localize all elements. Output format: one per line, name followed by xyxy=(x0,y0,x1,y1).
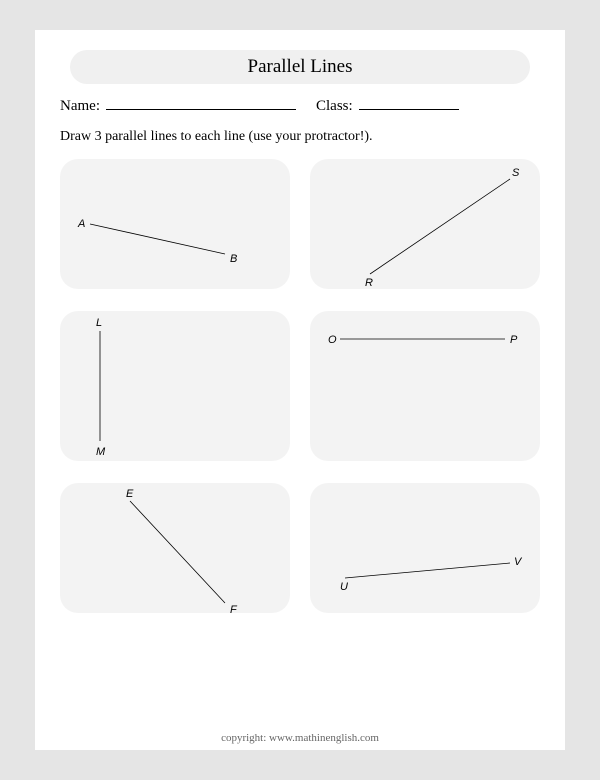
problem-panel: U V xyxy=(310,483,540,613)
problem-grid: A B R S L M O P E F U V xyxy=(60,159,540,613)
point-label: B xyxy=(230,253,237,265)
point-label: F xyxy=(230,604,238,616)
problem-panel: R S xyxy=(310,159,540,289)
name-field: Name: xyxy=(60,96,296,115)
line-figure: E F xyxy=(60,483,290,613)
point-label: U xyxy=(340,581,348,593)
problem-panel: L M xyxy=(60,311,290,461)
copyright-footer: copyright: www.mathinenglish.com xyxy=(35,732,565,744)
line-figure: R S xyxy=(310,159,540,289)
point-label: M xyxy=(96,446,106,458)
header-row: Name: Class: xyxy=(60,96,540,115)
worksheet-title: Parallel Lines xyxy=(248,56,353,78)
point-label: R xyxy=(365,277,373,289)
name-label: Name: xyxy=(60,98,100,115)
problem-panel: A B xyxy=(60,159,290,289)
problem-panel: E F xyxy=(60,483,290,613)
point-label: E xyxy=(126,488,134,500)
class-label: Class: xyxy=(316,98,353,115)
name-blank[interactable] xyxy=(106,96,296,110)
point-label: P xyxy=(510,334,518,346)
line-figure: O P xyxy=(310,311,540,461)
point-label: A xyxy=(77,218,85,230)
class-blank[interactable] xyxy=(359,96,459,110)
line-figure: A B xyxy=(60,159,290,289)
title-bar: Parallel Lines xyxy=(70,50,530,84)
point-label: S xyxy=(512,167,520,179)
point-label: V xyxy=(514,556,523,568)
class-field: Class: xyxy=(316,96,459,115)
worksheet-page: Parallel Lines Name: Class: Draw 3 paral… xyxy=(35,30,565,750)
instructions: Draw 3 parallel lines to each line (use … xyxy=(60,129,540,145)
problem-panel: O P xyxy=(310,311,540,461)
point-label: O xyxy=(328,334,337,346)
point-label: L xyxy=(96,317,102,329)
line-figure: U V xyxy=(310,483,540,613)
line-figure: L M xyxy=(60,311,290,461)
